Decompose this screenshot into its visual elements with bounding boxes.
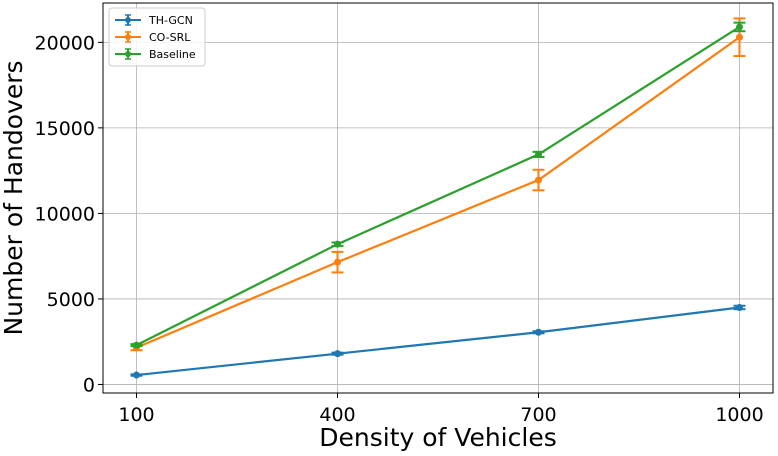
x-tick-label: 400	[319, 404, 355, 426]
series-th-gcn	[130, 303, 746, 379]
legend-label: CO-SRL	[149, 31, 191, 44]
data-point	[736, 33, 743, 41]
data-point	[334, 240, 341, 248]
y-tick-label: 0	[83, 374, 95, 396]
legend-entry: CO-SRL	[115, 31, 191, 44]
data-point	[736, 303, 743, 311]
series-layer	[130, 17, 746, 379]
series-baseline	[130, 21, 746, 349]
plot-frame	[102, 2, 774, 394]
data-point	[133, 371, 140, 379]
data-point	[535, 150, 542, 158]
legend-marker	[125, 17, 131, 23]
y-tick-label: 15000	[35, 118, 95, 140]
x-tick-label: 700	[520, 404, 556, 426]
y-tick-label: 20000	[35, 32, 95, 54]
legend-marker	[125, 51, 131, 57]
data-point	[535, 176, 542, 184]
legend-marker	[125, 34, 131, 40]
series-line	[136, 36, 741, 349]
series-line	[136, 26, 741, 347]
y-axis-label: Number of Handovers	[0, 60, 28, 335]
y-tick-label: 10000	[35, 203, 95, 225]
legend: TH-GCN CO-SRL Baseline	[108, 7, 206, 67]
legend-label: TH-GCN	[148, 14, 193, 27]
legend-entry: TH-GCN	[115, 14, 193, 27]
x-tick-label: 1000	[715, 404, 763, 426]
x-axis-label: Density of Vehicles	[319, 423, 556, 452]
data-point	[334, 258, 341, 266]
legend-label: Baseline	[149, 48, 196, 61]
legend-entry: Baseline	[115, 48, 196, 61]
data-point	[535, 328, 542, 336]
series-line	[136, 306, 740, 377]
x-tick-label: 100	[118, 404, 154, 426]
legend-box	[108, 7, 206, 67]
data-point	[334, 350, 341, 358]
x-axis-ticks: 100 400 700 1000	[118, 393, 764, 426]
grid-lines	[103, 3, 773, 393]
y-axis-ticks: 0 5000 10000 15000 20000	[35, 32, 103, 396]
data-point	[736, 23, 743, 31]
data-point	[133, 341, 140, 349]
y-tick-label: 5000	[47, 289, 95, 311]
